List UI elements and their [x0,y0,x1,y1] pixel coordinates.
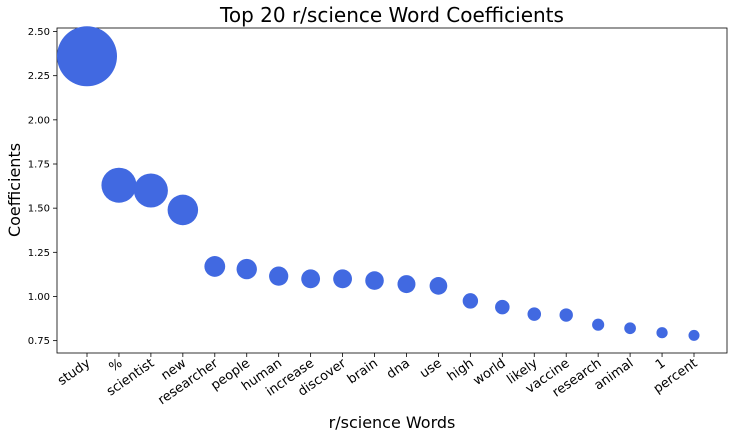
x-axis-title: r/science Words [329,413,456,432]
data-point-8 [301,269,321,289]
data-point-6 [236,258,257,280]
x-tick-label: high [445,356,477,385]
chart-title: Top 20 r/science Word Coefficients [219,3,564,27]
x-tick-label: 1 [653,356,668,373]
data-point-7 [269,266,289,286]
y-tick-label: 1.75 [28,160,50,171]
x-tick-label: brain [345,356,381,387]
data-point-18 [624,322,636,335]
y-tick-label: 2.00 [28,115,50,126]
data-point-13 [462,293,479,309]
y-axis-title: Coefficients [5,143,24,237]
y-tick-label: 1.00 [28,292,50,303]
y-tick-label: 0.75 [28,336,50,347]
data-point-20 [688,329,700,341]
y-tick-label: 1.50 [28,204,50,215]
y-tick-label: 2.25 [28,71,50,82]
data-point-12 [429,277,448,295]
data-point-9 [333,269,352,289]
data-point-5 [204,256,226,277]
data-point-15 [527,307,542,321]
x-tick-label: use [417,356,444,381]
x-tick-label: % [107,356,126,375]
data-point-16 [559,308,573,322]
data-point-11 [397,275,416,294]
data-point-17 [592,318,605,331]
x-axis: study %scientist newresearcherpeoplehumani… [55,353,700,408]
y-tick-label: 2.50 [28,27,50,38]
plot-area [56,27,728,354]
data-point-10 [365,271,384,290]
x-tick-label: study [55,356,93,389]
data-point-4 [167,194,199,226]
x-tick-label: dna [384,356,413,382]
data-point-1 [57,26,117,87]
data-point-19 [656,327,668,339]
y-tick-label: 1.25 [28,248,50,259]
x-tick-label: world [471,356,509,389]
data-point-2 [101,167,137,203]
data-point-3 [133,173,168,208]
data-point-14 [495,299,510,315]
data-points [57,26,700,341]
y-axis: 0.75 1.00 1.25 1.50 1.75 2.00 2.25 2.50 [28,27,57,347]
